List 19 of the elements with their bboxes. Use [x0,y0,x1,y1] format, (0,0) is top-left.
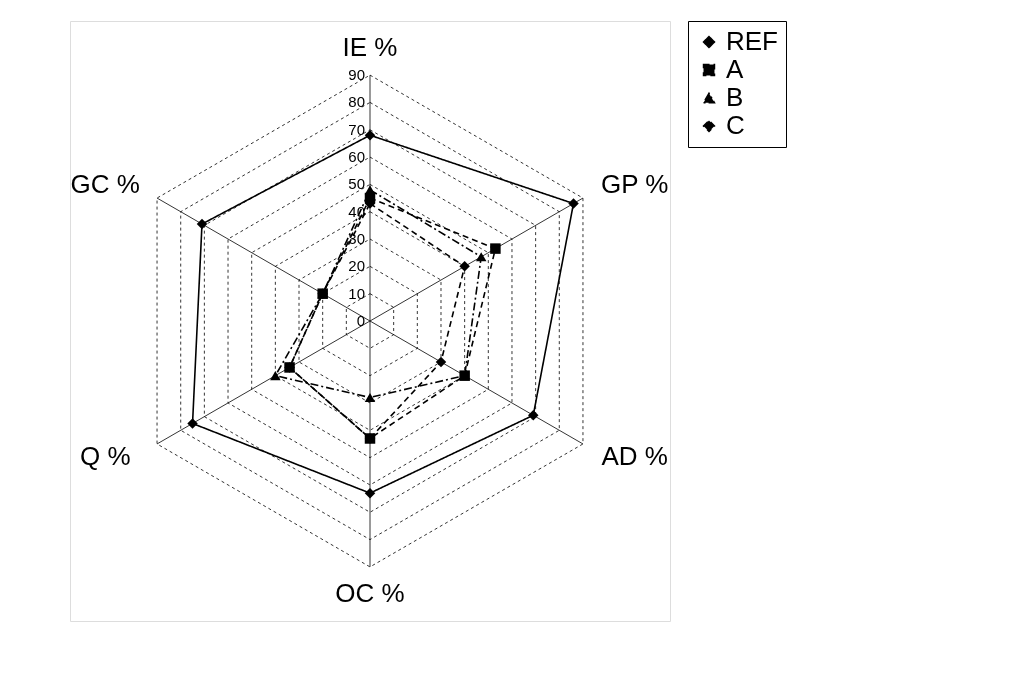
y-tick-label: 30 [348,230,365,248]
legend-label: REF [726,26,778,56]
y-tick-label: 90 [348,66,365,84]
y-tick-label: 0 [356,312,365,329]
spoke-label: Q % [79,441,131,472]
spoke-label: GP % [601,168,669,199]
y-tick-label: 70 [348,120,365,138]
y-tick-label: 10 [348,284,365,302]
y-tick-label: 60 [348,148,365,166]
y-tick-label: 80 [348,93,365,111]
spoke-label: AD % [601,441,668,472]
spoke-label: IE % [342,32,398,63]
y-tick-label: 20 [348,257,365,275]
legend-label: A [726,54,744,84]
legend-label: C [726,110,745,140]
spoke-label: GC % [70,168,140,199]
spoke-label: OC % [335,577,405,608]
y-tick-label: 50 [348,175,365,193]
legend-label: B [726,82,744,112]
